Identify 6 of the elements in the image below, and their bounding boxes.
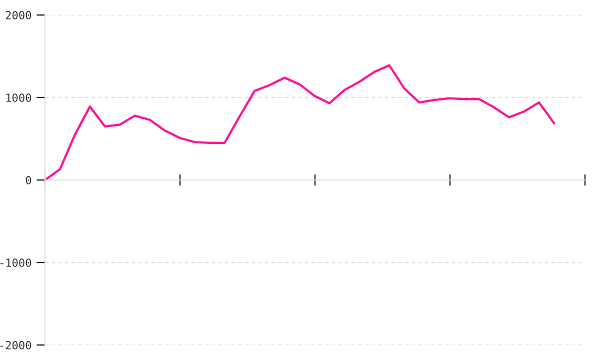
y-tick-label: 2000 <box>6 11 32 20</box>
y-tick-label: 0 <box>26 176 32 184</box>
y-tick-label: -2000 <box>0 341 32 350</box>
y-tick-label: 1000 <box>6 94 32 102</box>
y-tick-label: -1000 <box>0 258 32 267</box>
line-series <box>45 64 556 182</box>
